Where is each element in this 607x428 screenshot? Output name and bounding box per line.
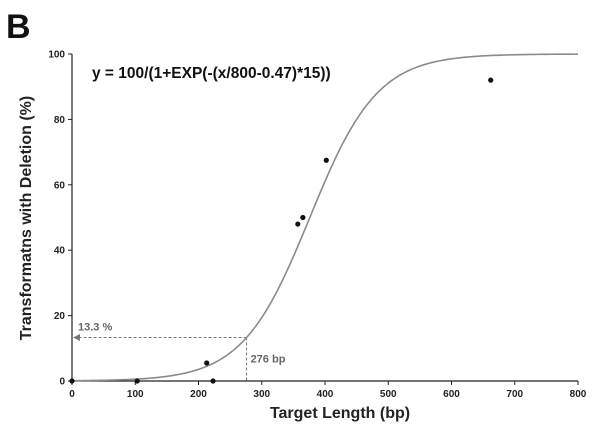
x-tick-label: 400: [317, 389, 334, 400]
y-tick-label: 40: [54, 246, 66, 257]
bp-annotation: 276 bp: [251, 354, 286, 366]
x-tick-label: 600: [443, 389, 460, 400]
data-point: [210, 378, 216, 384]
x-tick-label: 800: [570, 389, 587, 400]
fit-equation: y = 100/(1+EXP(-(x/800-0.47)*15)): [92, 65, 331, 82]
fit-curve-layer: [71, 53, 578, 382]
data-point: [300, 214, 306, 221]
y-tick-label: 80: [54, 115, 66, 126]
x-tick-label: 200: [190, 389, 207, 400]
axes: 0 100 200 300 400 500 600 700 800 0 20 40 60 80 100: [48, 50, 586, 401]
guide-arrowhead-icon: [73, 334, 80, 342]
data-point: [69, 378, 75, 384]
y-tick-label: 60: [54, 180, 66, 191]
data-point: [323, 157, 329, 163]
y-tick-label: 0: [59, 377, 65, 388]
guide-lines: 13.3 % 276 bp: [73, 322, 286, 381]
data-points: [69, 77, 494, 384]
y-axis-title: Transformatns with Deletion (%): [18, 96, 35, 340]
x-axis-title: Target Length (bp): [270, 405, 410, 422]
data-point: [134, 378, 140, 384]
fit-curve: [71, 53, 578, 382]
percent-annotation: 13.3 %: [78, 322, 112, 334]
x-tick-label: 100: [127, 389, 144, 400]
x-tick-label: 700: [506, 389, 523, 400]
x-tick-label: 500: [380, 389, 397, 400]
y-tick-label: 100: [48, 50, 65, 61]
panel-label: B: [6, 8, 31, 46]
x-tick-label: 300: [253, 389, 270, 400]
y-tick-label: 20: [54, 311, 66, 322]
data-point: [204, 360, 210, 366]
x-tick-label: 0: [69, 389, 75, 400]
data-point: [488, 77, 494, 83]
data-point: [295, 221, 301, 227]
